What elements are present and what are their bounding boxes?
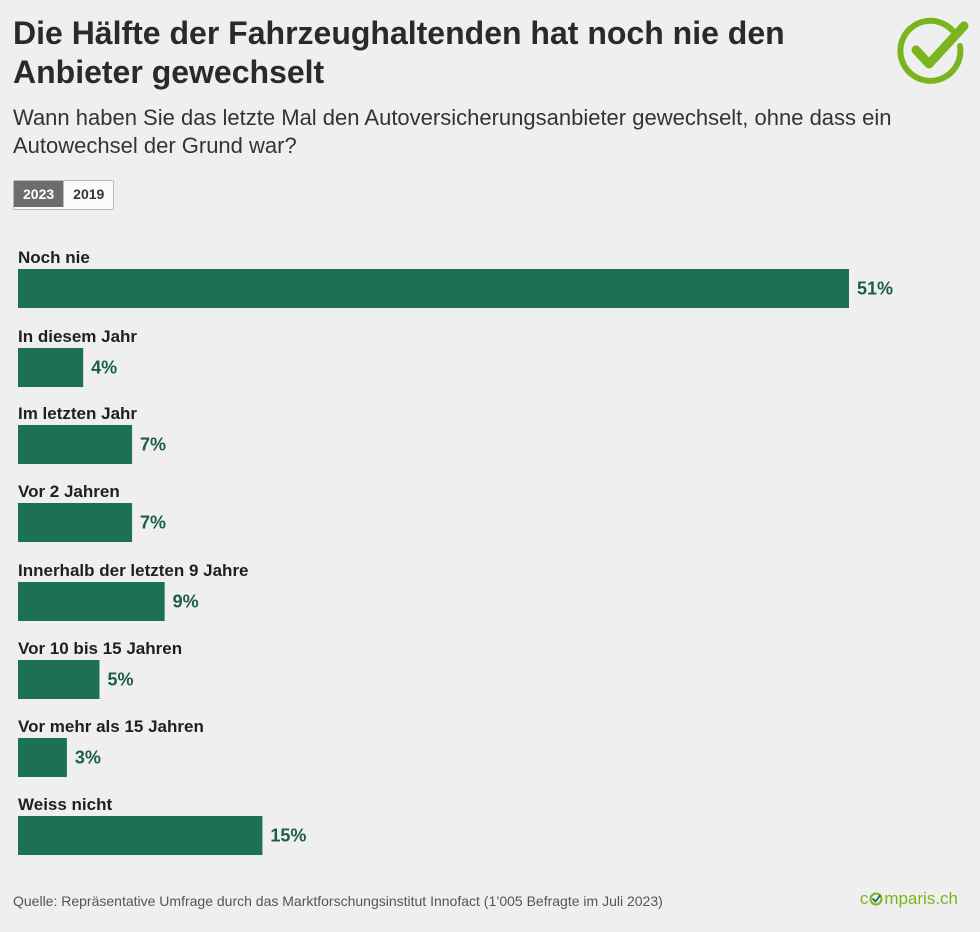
checkmark-logo-icon	[897, 17, 969, 84]
category-label: Im letzten Jahr	[18, 404, 137, 423]
value-label: 5%	[107, 670, 133, 690]
category-label: Innerhalb der letzten 9 Jahre	[18, 561, 249, 580]
bar-chart: Noch nie 51% In diesem Jahr 4% Im letzten Ja…	[18, 248, 893, 855]
bar[interactable]	[18, 425, 133, 464]
value-label: 4%	[91, 358, 117, 378]
brand-logo: c mparis.ch	[860, 889, 958, 909]
year-tabs: 2023 2019	[13, 180, 115, 210]
bar[interactable]	[18, 660, 100, 699]
value-label: 7%	[140, 435, 166, 455]
brand-text-prefix: c	[859, 889, 869, 908]
check-circle-icon	[869, 892, 883, 906]
bar[interactable]	[18, 816, 263, 855]
chart-title: Die Hälfte der Fahrzeughaltenden hat noc…	[13, 15, 785, 90]
value-label: 9%	[173, 592, 199, 612]
bar[interactable]	[18, 269, 849, 308]
category-label: In diesem Jahr	[18, 327, 137, 346]
brand-text-suffix: mparis.ch	[884, 889, 958, 908]
bar[interactable]	[18, 738, 67, 777]
value-label: 3%	[75, 748, 101, 768]
value-label: 15%	[270, 826, 306, 846]
bar[interactable]	[18, 503, 133, 542]
category-label: Noch nie	[18, 248, 90, 267]
bar[interactable]	[18, 582, 165, 621]
value-label: 7%	[140, 513, 166, 533]
category-label: Vor 2 Jahren	[18, 482, 120, 501]
source-note: Quelle: Repräsentative Umfrage durch das…	[13, 893, 663, 909]
tab-2019[interactable]: 2019	[63, 181, 114, 207]
category-label: Vor mehr als 15 Jahren	[18, 717, 204, 736]
category-label: Weiss nicht	[18, 795, 112, 814]
category-label: Vor 10 bis 15 Jahren	[18, 639, 182, 658]
value-label: 51%	[857, 279, 893, 299]
bar[interactable]	[18, 348, 84, 387]
chart-subtitle: Wann haben Sie das letzte Mal den Autove…	[13, 105, 892, 158]
tab-2023[interactable]: 2023	[14, 181, 64, 207]
